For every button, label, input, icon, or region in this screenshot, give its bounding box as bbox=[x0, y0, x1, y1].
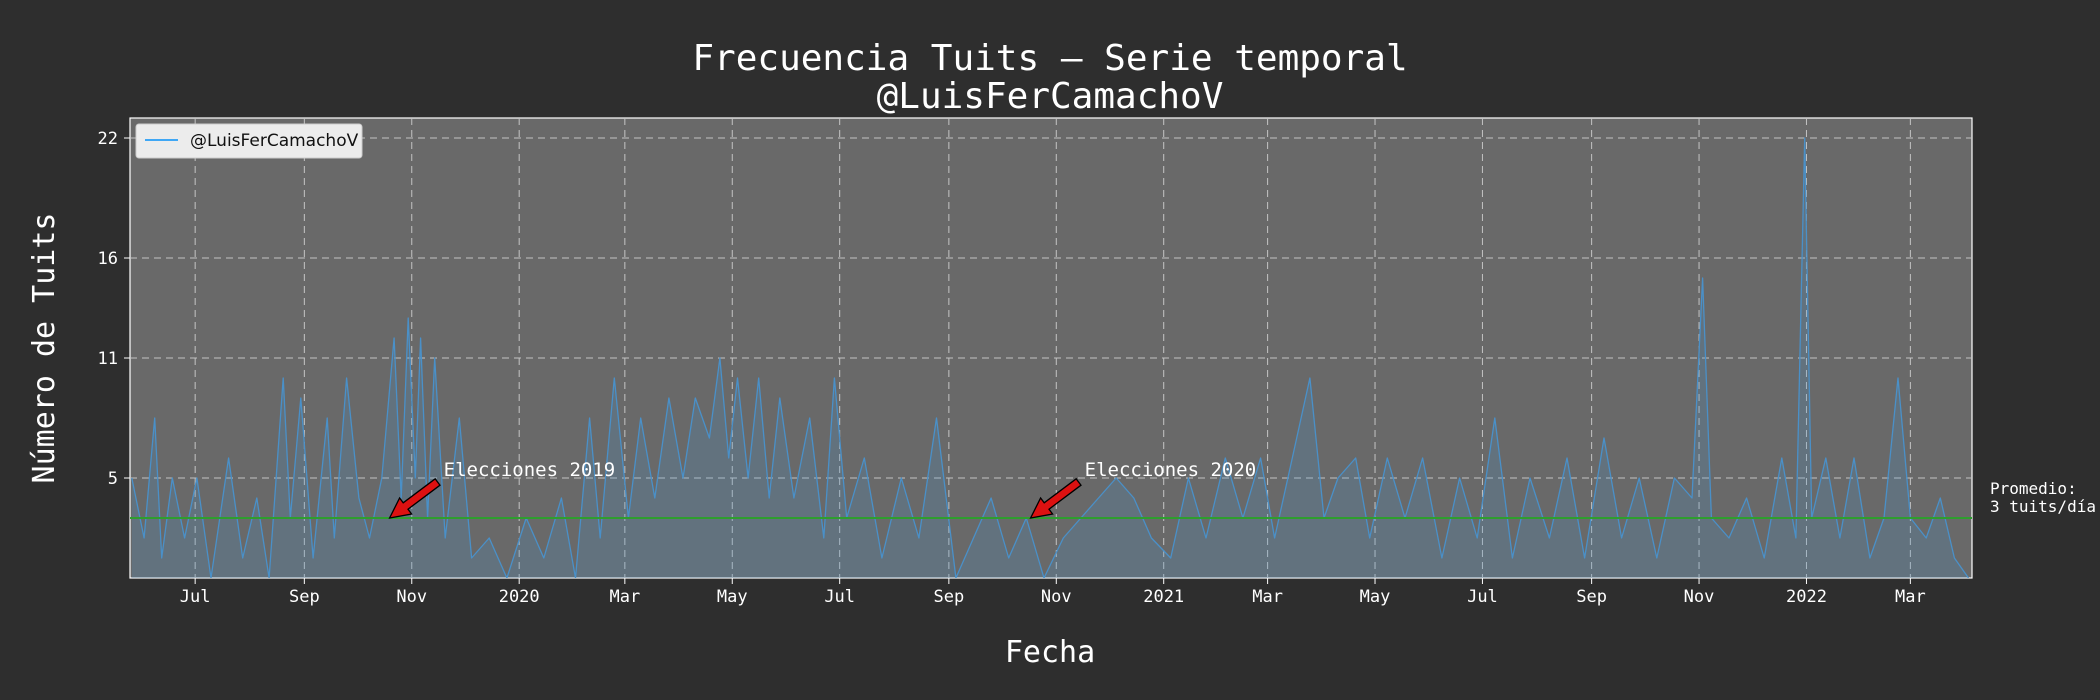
annotation-layer: Elecciones 2019 Elecciones 2020 bbox=[388, 459, 1257, 519]
x-tick-label: Sep bbox=[289, 587, 320, 607]
x-tick-label: 2022 bbox=[1786, 587, 1827, 607]
y-tick-label: 16 bbox=[98, 249, 118, 269]
x-tick-label: Mar bbox=[609, 587, 640, 607]
x-tick-label: Jul bbox=[1467, 587, 1498, 607]
y-tick-label: 22 bbox=[98, 129, 118, 149]
average-label-line-2: 3 tuits/día bbox=[1990, 497, 2096, 516]
x-tick-label: Sep bbox=[1576, 587, 1607, 607]
x-tick-label: May bbox=[1360, 587, 1391, 607]
legend-label: @LuisFerCamachoV bbox=[190, 131, 359, 151]
y-tick-label: 5 bbox=[108, 469, 118, 489]
x-tick-label: Mar bbox=[1252, 587, 1283, 607]
x-tick-label: Nov bbox=[396, 587, 427, 607]
series-layer bbox=[131, 137, 1970, 578]
x-tick-layer: Jul Sep Nov 2020 Mar May Jul Sep Nov 2021 Mar May Ju… bbox=[180, 578, 1926, 607]
x-tick-label: Jul bbox=[824, 587, 855, 607]
x-tick-label: Nov bbox=[1041, 587, 1072, 607]
y-tick-label: 11 bbox=[98, 349, 118, 369]
annotation-label: Elecciones 2019 bbox=[444, 459, 616, 481]
x-tick-label: Jul bbox=[180, 587, 211, 607]
series-line bbox=[131, 137, 1970, 578]
chart-title-line-2: @LuisFerCamachoV bbox=[877, 76, 1224, 117]
annotation-arrow bbox=[388, 477, 441, 519]
x-tick-label: May bbox=[717, 587, 748, 607]
annotation-arrow bbox=[1029, 477, 1082, 519]
x-tick-label: Sep bbox=[934, 587, 965, 607]
series-area bbox=[131, 138, 1969, 578]
y-tick-layer: 5 11 16 22 bbox=[98, 129, 130, 489]
x-tick-label: 2020 bbox=[499, 587, 540, 607]
x-tick-label: Nov bbox=[1684, 587, 1715, 607]
x-axis-label: Fecha bbox=[1005, 635, 1095, 670]
legend-box bbox=[135, 123, 363, 159]
y-axis-label: Número de Tuits bbox=[27, 213, 62, 484]
legend: @LuisFerCamachoV bbox=[135, 123, 363, 159]
x-tick-label: 2021 bbox=[1143, 587, 1184, 607]
grid-lines bbox=[130, 118, 1972, 578]
annotation-label: Elecciones 2020 bbox=[1085, 459, 1257, 481]
average-label-line-1: Promedio: bbox=[1990, 479, 2077, 498]
chart-title-line-1: Frecuencia Tuits – Serie temporal bbox=[692, 38, 1407, 79]
x-tick-label: Mar bbox=[1895, 587, 1926, 607]
